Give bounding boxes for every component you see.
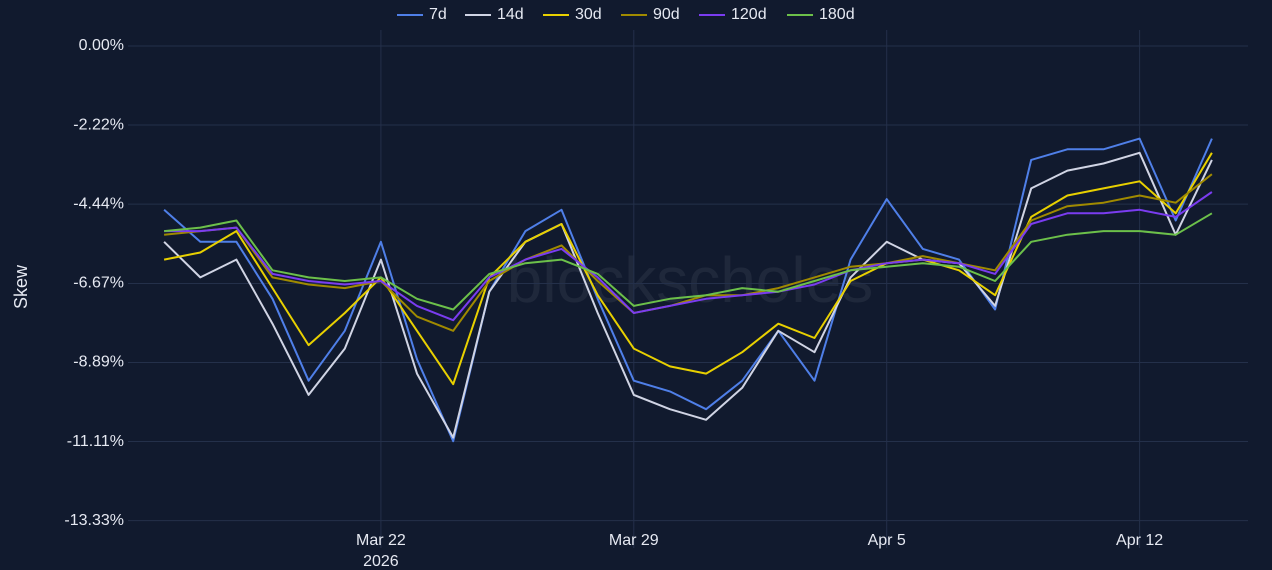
legend-label: 30d	[575, 6, 602, 23]
y-axis-label: Skew	[11, 264, 31, 309]
x-tick-label: Apr 12	[1116, 532, 1163, 549]
x-tick-label: Mar 22	[356, 532, 406, 549]
x-tick-year: 2026	[363, 553, 399, 570]
y-tick-label: -8.89%	[73, 354, 124, 371]
y-tick-label: 0.00%	[79, 37, 124, 54]
legend-label: 120d	[731, 6, 767, 23]
series-line	[164, 212, 1213, 311]
legend-label: 90d	[653, 6, 680, 23]
series-line	[164, 173, 1213, 332]
y-tick-label: -6.67%	[73, 275, 124, 292]
y-tick-label: -11.11%	[67, 433, 124, 450]
series-line	[163, 152, 1213, 386]
legend-label: 7d	[429, 6, 447, 23]
series-line	[164, 191, 1213, 322]
y-tick-label: -13.33%	[64, 512, 124, 529]
series-line	[163, 151, 1213, 439]
watermark: blockscholes	[507, 244, 873, 316]
x-tick-label: Mar 29	[609, 532, 659, 549]
y-tick-label: -4.44%	[73, 195, 124, 212]
legend-label: 180d	[819, 6, 855, 23]
y-tick-label: -2.22%	[73, 116, 124, 133]
legend-label: 14d	[497, 6, 524, 23]
series-line	[163, 137, 1213, 443]
x-tick-label: Apr 5	[868, 532, 906, 549]
